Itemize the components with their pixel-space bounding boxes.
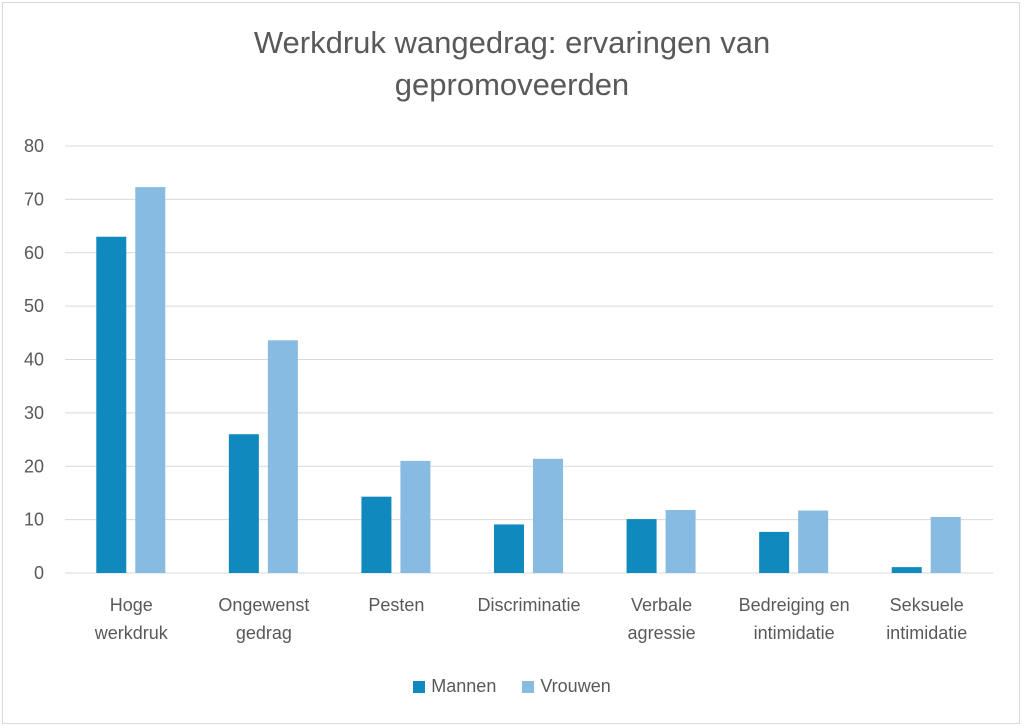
legend-label-mannen: Mannen — [431, 676, 497, 696]
bar-vrouwen — [798, 510, 829, 573]
x-category-label: Ongewenst — [218, 595, 309, 615]
bar-vrouwen — [930, 516, 961, 573]
y-tick-label: 20 — [24, 456, 44, 476]
bar-mannen — [96, 236, 127, 574]
bar-mannen — [759, 531, 790, 573]
legend: Mannen Vrouwen — [0, 676, 1024, 697]
x-category-label: Pesten — [368, 595, 424, 615]
x-category-label: werkdruk — [94, 623, 169, 643]
x-category-label: gedrag — [236, 623, 292, 643]
bar-mannen — [626, 519, 657, 573]
legend-item-mannen: Mannen — [413, 676, 496, 697]
title-line-2: gepromoveerden — [394, 67, 630, 102]
y-tick-label: 80 — [24, 136, 44, 156]
legend-item-vrouwen: Vrouwen — [522, 676, 611, 697]
x-category-label: Bedreiging en — [739, 595, 850, 615]
legend-swatch-vrouwen — [522, 680, 535, 693]
x-category-label: Verbale — [631, 595, 692, 615]
bar-vrouwen — [665, 510, 696, 573]
x-category-label: agressie — [628, 623, 696, 643]
bar-mannen — [494, 524, 524, 573]
x-category-label: Hoge — [110, 595, 153, 615]
bar-mannen — [228, 434, 259, 573]
x-category-label: intimidatie — [886, 623, 967, 643]
bar-vrouwen — [400, 460, 431, 573]
y-tick-label: 70 — [24, 189, 44, 209]
y-tick-label: 10 — [24, 510, 44, 530]
y-tick-label: 30 — [24, 403, 44, 423]
bar-vrouwen — [533, 458, 563, 573]
y-tick-label: 60 — [24, 243, 44, 263]
x-category-label: Discriminatie — [477, 595, 580, 615]
y-tick-label: 40 — [24, 350, 44, 370]
bar-mannen — [891, 567, 922, 573]
y-tick-label: 0 — [34, 563, 44, 583]
x-category-label: Seksuele — [890, 595, 964, 615]
x-category-label: intimidatie — [754, 623, 835, 643]
y-tick-label: 50 — [24, 296, 44, 316]
legend-swatch-mannen — [413, 680, 426, 693]
bar-vrouwen — [135, 187, 166, 573]
title-line-1: Werkdruk wangedrag: ervaringen van — [253, 25, 771, 60]
bar-vrouwen — [267, 340, 298, 573]
chart-title: Werkdruk wangedrag: ervaringen van gepro… — [0, 22, 1024, 106]
legend-label-vrouwen: Vrouwen — [540, 676, 611, 696]
bar-mannen — [361, 496, 392, 573]
